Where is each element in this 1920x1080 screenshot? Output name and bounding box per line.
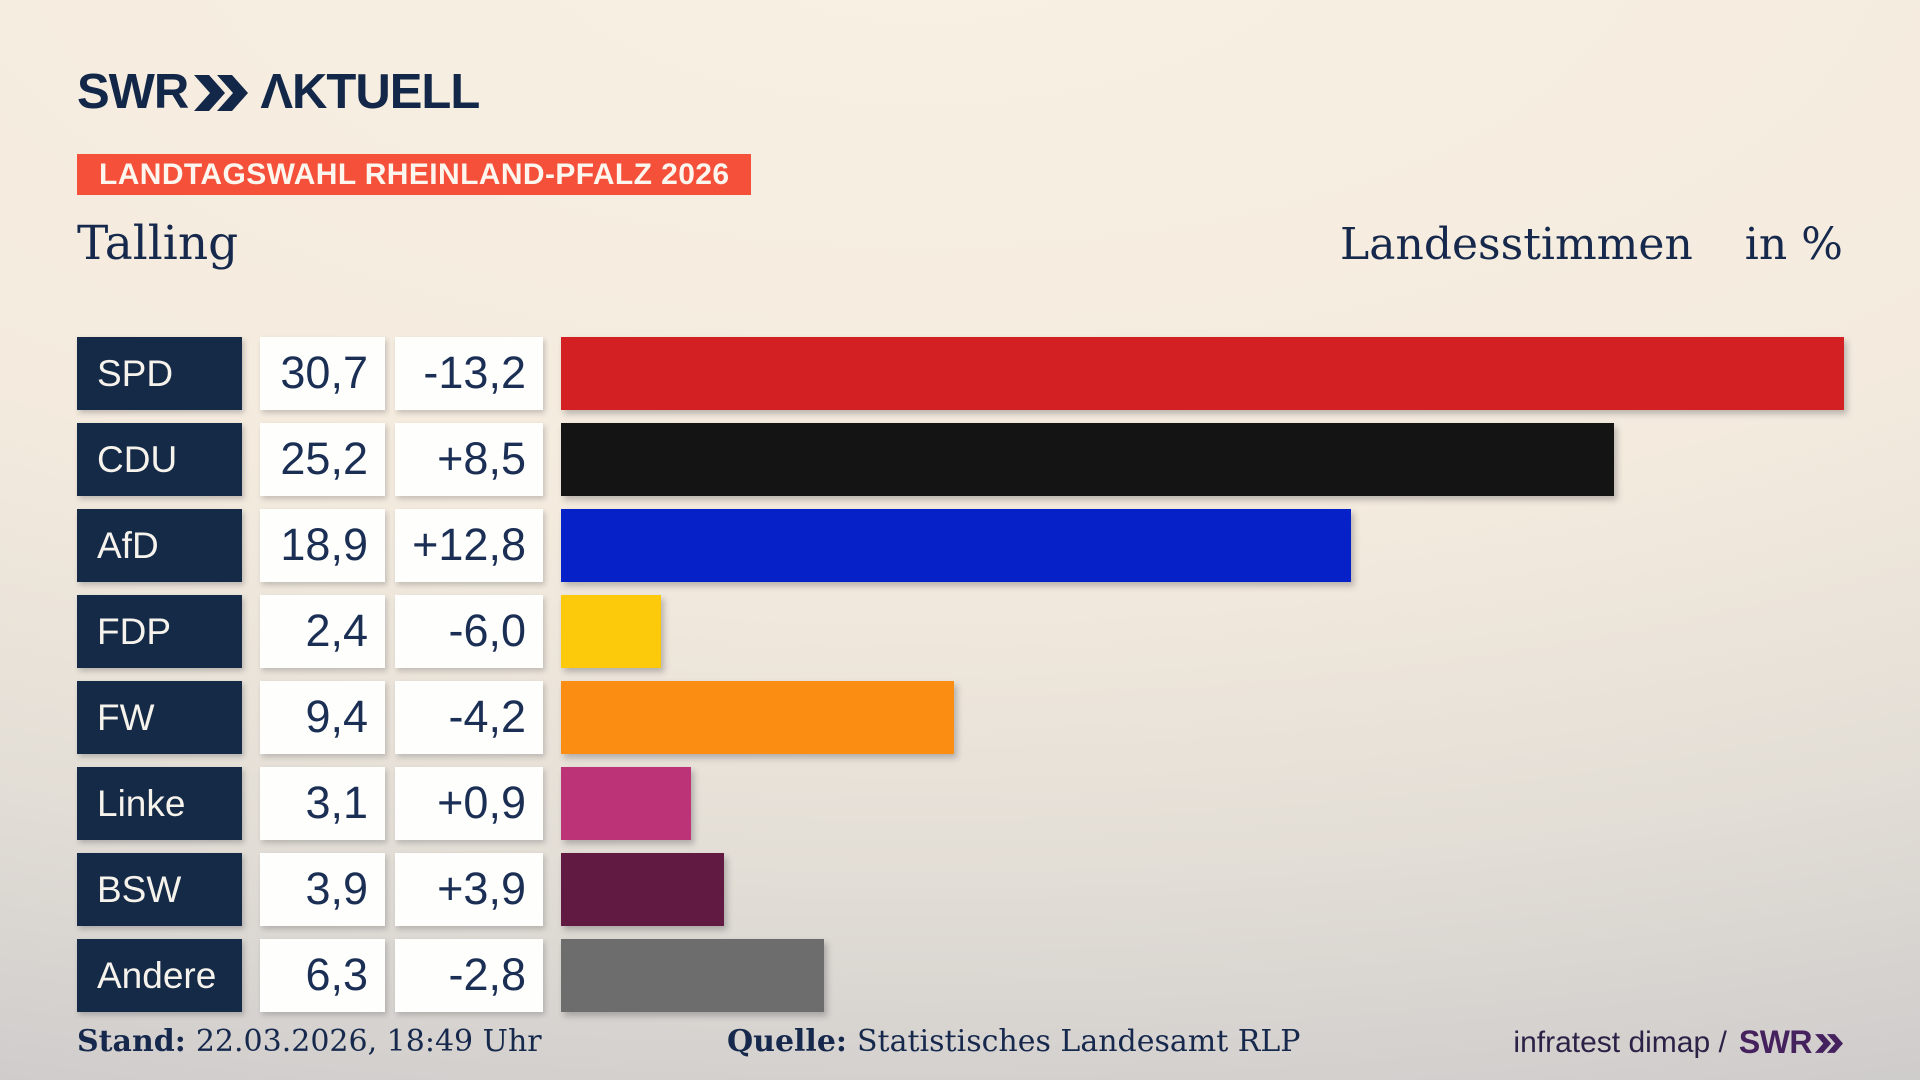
chart-rows: SPD 30,7 -13,2 CDU 25,2 +8,5 AfD 18,9 +12,8 FDP 2,… <box>77 337 1920 1025</box>
logo-swr-text: SWR <box>77 65 189 119</box>
logo-aktuell-text: ΛKTUELL <box>260 65 480 119</box>
table-row: CDU 25,2 +8,5 <box>77 423 1920 496</box>
party-change: +0,9 <box>395 767 543 840</box>
stand-label: Stand: <box>77 1024 186 1059</box>
party-change: -6,0 <box>395 595 543 668</box>
party-bar <box>561 337 1844 410</box>
stand-value: 22.03.2026, 18:49 Uhr <box>195 1024 542 1059</box>
party-label: CDU <box>77 423 242 496</box>
table-row: BSW 3,9 +3,9 <box>77 853 1920 926</box>
party-change: -4,2 <box>395 681 543 754</box>
credit: infratest dimap / SWR <box>1513 1024 1843 1061</box>
party-change: -2,8 <box>395 939 543 1012</box>
credit-chevrons-icon <box>1815 1034 1843 1053</box>
party-value: 18,9 <box>260 509 385 582</box>
credit-text: infratest dimap / <box>1513 1025 1727 1059</box>
party-change: +3,9 <box>395 853 543 926</box>
party-change: -13,2 <box>395 337 543 410</box>
table-row: FDP 2,4 -6,0 <box>77 595 1920 668</box>
party-bar <box>561 509 1351 582</box>
party-bar <box>561 681 954 754</box>
source-note: Quelle: Statistisches Landesamt RLP <box>727 1024 1301 1059</box>
party-bar <box>561 767 691 840</box>
party-label: FDP <box>77 595 242 668</box>
table-row: Linke 3,1 +0,9 <box>77 767 1920 840</box>
stand-timestamp: Stand: 22.03.2026, 18:49 Uhr <box>77 1024 542 1059</box>
party-value: 9,4 <box>260 681 385 754</box>
party-value: 2,4 <box>260 595 385 668</box>
vote-type-label: Landesstimmen <box>1340 219 1693 270</box>
party-value: 3,1 <box>260 767 385 840</box>
party-bar <box>561 853 724 926</box>
source-label: Quelle: <box>727 1024 847 1059</box>
election-badge: LANDTAGSWAHL RHEINLAND-PFALZ 2026 <box>77 154 752 195</box>
swr-chevrons-icon <box>194 75 249 111</box>
vote-type-title: Landesstimmen in % <box>1340 219 1843 270</box>
table-row: AfD 18,9 +12,8 <box>77 509 1920 582</box>
party-label: AfD <box>77 509 242 582</box>
table-row: SPD 30,7 -13,2 <box>77 337 1920 410</box>
party-change: +8,5 <box>395 423 543 496</box>
table-row: FW 9,4 -4,2 <box>77 681 1920 754</box>
region-title: Talling <box>77 216 239 271</box>
party-label: BSW <box>77 853 242 926</box>
unit-label: in % <box>1744 219 1843 270</box>
party-bar <box>561 423 1614 496</box>
party-label: FW <box>77 681 242 754</box>
source-value: Statistisches Landesamt RLP <box>857 1024 1301 1059</box>
party-label: Andere <box>77 939 242 1012</box>
party-label: Linke <box>77 767 242 840</box>
table-row: Andere 6,3 -2,8 <box>77 939 1920 1012</box>
party-bar <box>561 595 661 668</box>
party-value: 6,3 <box>260 939 385 1012</box>
credit-swr-logo: SWR <box>1739 1024 1843 1061</box>
party-value: 30,7 <box>260 337 385 410</box>
party-change: +12,8 <box>395 509 543 582</box>
party-value: 3,9 <box>260 853 385 926</box>
party-value: 25,2 <box>260 423 385 496</box>
swr-aktuell-logo: SWR ΛKTUELL <box>77 64 480 120</box>
credit-swr-text: SWR <box>1738 1024 1813 1060</box>
title-row: Talling Landesstimmen in % <box>77 216 1843 271</box>
party-bar <box>561 939 824 1012</box>
party-label: SPD <box>77 337 242 410</box>
